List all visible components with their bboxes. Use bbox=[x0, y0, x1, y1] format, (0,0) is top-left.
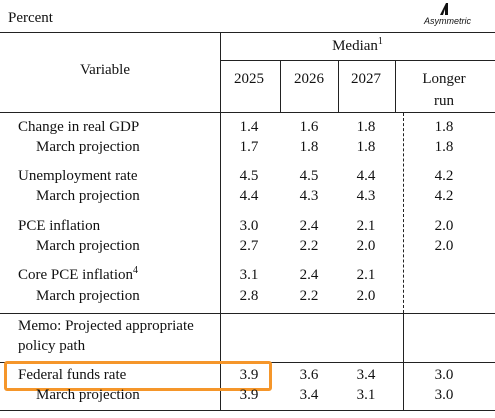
cell-value: 3.6 bbox=[299, 367, 319, 383]
cell-value: 2.1 bbox=[356, 267, 376, 283]
column-header: 2026 bbox=[294, 71, 324, 87]
column-header: Longer run bbox=[422, 71, 466, 109]
row-label: Memo: Projected appropriate policy path bbox=[18, 316, 208, 356]
cell-value: 1.7 bbox=[239, 139, 259, 155]
logo-text: Asymmetric bbox=[424, 16, 471, 26]
cell-value: 1.6 bbox=[299, 119, 319, 135]
cell-value: 3.4 bbox=[356, 367, 376, 383]
row-label-text: March projection bbox=[36, 288, 140, 304]
cell-value: 1.8 bbox=[356, 119, 376, 135]
cell-value: 2.7 bbox=[239, 238, 259, 254]
row-label: Unemployment rate bbox=[18, 167, 138, 185]
cell-value: 2.2 bbox=[299, 288, 319, 304]
variable-header: Variable bbox=[80, 62, 130, 78]
row-label-text: March projection bbox=[36, 387, 140, 403]
cell-value: 4.2 bbox=[434, 168, 454, 184]
cell-value: 4.4 bbox=[356, 168, 376, 184]
row-label-text: Core PCE inflation bbox=[18, 267, 133, 283]
row-label-text: March projection bbox=[36, 238, 140, 254]
column-header: 2025 bbox=[234, 71, 264, 87]
rule bbox=[395, 60, 396, 112]
dashed-rule bbox=[403, 113, 404, 313]
cell-value: 2.0 bbox=[356, 238, 376, 254]
cell-value: 2.0 bbox=[356, 288, 376, 304]
cell-value: 3.9 bbox=[239, 387, 259, 403]
column-header: 2027 bbox=[351, 71, 381, 87]
cell-value: 1.8 bbox=[434, 139, 454, 155]
cell-value: 3.1 bbox=[239, 267, 259, 283]
row-label: Change in real GDP bbox=[18, 118, 139, 136]
cell-value: 2.8 bbox=[239, 288, 259, 304]
rule bbox=[403, 313, 404, 410]
footnote-mark: 4 bbox=[133, 265, 138, 276]
cell-value: 3.9 bbox=[239, 367, 259, 383]
sub-row-label: March projection bbox=[36, 187, 140, 205]
cell-value: 2.0 bbox=[434, 218, 454, 234]
cell-value: 4.2 bbox=[434, 188, 454, 204]
rule bbox=[0, 313, 495, 314]
row-label-text: Change in real GDP bbox=[18, 119, 140, 135]
cell-value: 2.4 bbox=[299, 267, 319, 283]
row-label-text: Memo: Projected appropriate policy path bbox=[18, 318, 194, 354]
cell-value: 4.3 bbox=[356, 188, 376, 204]
cell-value: 1.8 bbox=[434, 119, 454, 135]
rule bbox=[280, 60, 281, 112]
rule bbox=[220, 32, 221, 410]
rule bbox=[220, 60, 495, 61]
cell-value: 2.0 bbox=[434, 238, 454, 254]
median-header: Median1 bbox=[220, 37, 495, 55]
cell-value: 4.3 bbox=[299, 188, 319, 204]
cell-value: 1.8 bbox=[299, 139, 319, 155]
cell-value: 2.2 bbox=[299, 238, 319, 254]
rule bbox=[0, 32, 495, 33]
rule bbox=[338, 60, 339, 112]
row-label-text: March projection bbox=[36, 188, 140, 204]
cell-value: 4.5 bbox=[299, 168, 319, 184]
cell-value: 1.4 bbox=[239, 119, 259, 135]
cell-value: 4.5 bbox=[239, 168, 259, 184]
cell-value: 3.0 bbox=[434, 367, 454, 383]
rule bbox=[0, 410, 495, 411]
cell-value: 3.0 bbox=[434, 387, 454, 403]
cell-value: 2.1 bbox=[356, 218, 376, 234]
row-label: Core PCE inflation4 bbox=[18, 266, 138, 284]
cell-value: 4.4 bbox=[239, 188, 259, 204]
sub-row-label: March projection bbox=[36, 287, 140, 305]
cell-value: 1.8 bbox=[356, 139, 376, 155]
row-label-text: PCE inflation bbox=[18, 218, 101, 234]
row-label: PCE inflation bbox=[18, 217, 100, 235]
rule bbox=[0, 112, 495, 113]
median-label: Median bbox=[332, 38, 378, 54]
cell-value: 3.0 bbox=[239, 218, 259, 234]
logo-icon bbox=[440, 3, 448, 15]
sub-row-label: March projection bbox=[36, 138, 140, 156]
sub-row-label: March projection bbox=[36, 386, 140, 404]
row-label-text: Federal funds rate bbox=[18, 367, 127, 383]
row-label-text: Unemployment rate bbox=[18, 168, 138, 184]
sub-row-label: March projection bbox=[36, 237, 140, 255]
row-label-text: March projection bbox=[36, 139, 140, 155]
cell-value: 3.4 bbox=[299, 387, 319, 403]
cell-value: 3.1 bbox=[356, 387, 376, 403]
footnote-mark: 1 bbox=[377, 36, 383, 47]
unit-label: Percent bbox=[8, 10, 53, 26]
highlight-box bbox=[4, 361, 272, 391]
row-label: Federal funds rate bbox=[18, 366, 126, 384]
cell-value: 2.4 bbox=[299, 218, 319, 234]
